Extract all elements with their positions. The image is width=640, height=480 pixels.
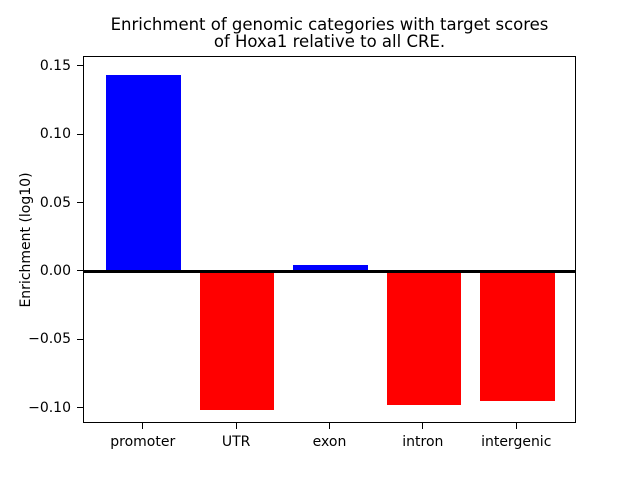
x-tick-mark [142, 423, 144, 429]
y-tick-label: 0.15 [39, 57, 71, 74]
y-tick-label: 0.10 [39, 126, 71, 143]
y-tick-mark [77, 133, 83, 135]
bar-exon [293, 265, 368, 272]
x-tick-label-promoter: promoter [110, 434, 176, 450]
x-tick-label-exon: exon [312, 434, 347, 450]
x-tick-mark [515, 423, 517, 429]
x-tick-label-intergenic: intergenic [481, 434, 552, 450]
plot-area [83, 56, 576, 423]
x-tick-mark [422, 423, 424, 429]
y-tick-mark [77, 338, 83, 340]
y-tick-label: −0.05 [28, 331, 71, 348]
y-tick-mark [77, 270, 83, 272]
y-tick-mark [77, 202, 83, 204]
x-tick-label-intron: intron [402, 434, 444, 450]
bar-promoter [106, 74, 182, 272]
y-tick-label: 0.05 [39, 194, 71, 211]
bar-UTR [199, 271, 275, 411]
zero-line [84, 270, 575, 274]
y-axis-label: Enrichment (log10) [18, 172, 34, 308]
x-tick-mark [329, 423, 330, 429]
chart-title: Enrichment of genomic categories with ta… [110, 15, 549, 51]
x-tick-mark [235, 423, 237, 429]
y-tick-mark [77, 65, 83, 67]
y-tick-mark [77, 407, 83, 409]
y-tick-label: −0.10 [28, 399, 71, 416]
x-tick-label-UTR: UTR [221, 434, 251, 450]
bar-intron [386, 271, 462, 405]
y-tick-label: 0.00 [39, 262, 71, 279]
bar-intergenic [479, 271, 555, 401]
